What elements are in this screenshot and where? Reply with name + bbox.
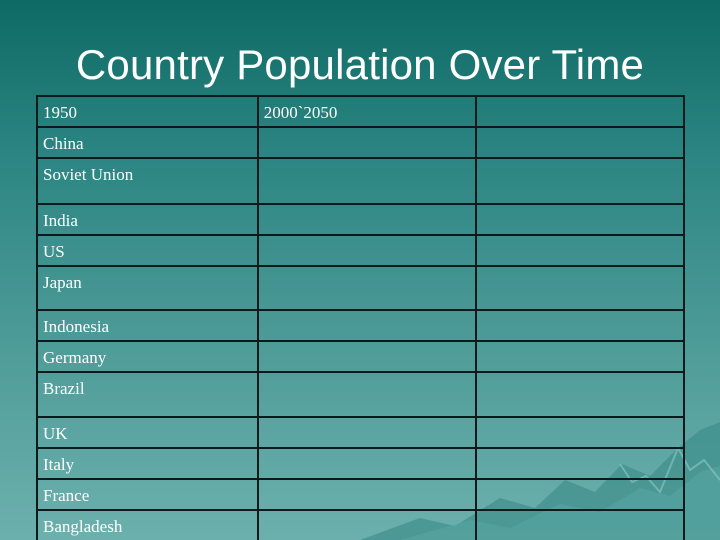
value-cell (256, 416, 478, 449)
table-row: Brazil (36, 371, 685, 418)
population-table: 1950 2000`2050 China Soviet Union India … (36, 95, 685, 540)
value-cell (256, 309, 478, 342)
value-cell (256, 126, 478, 159)
value-cell (256, 203, 478, 236)
value-cell (256, 447, 478, 480)
country-cell: Italy (36, 447, 259, 480)
table-row: China (36, 126, 685, 159)
table-row: UK (36, 416, 685, 449)
value-cell (475, 509, 685, 540)
value-cell (256, 157, 478, 205)
table-row: US (36, 234, 685, 267)
value-cell (256, 265, 478, 311)
slide-title: Country Population Over Time (75, 41, 645, 88)
country-cell: India (36, 203, 259, 236)
value-cell (475, 203, 685, 236)
value-cell (475, 126, 685, 159)
value-cell (256, 478, 478, 511)
table-row: Soviet Union (36, 157, 685, 205)
value-cell (475, 234, 685, 267)
value-cell (256, 340, 478, 373)
value-cell (475, 478, 685, 511)
table-row: India (36, 203, 685, 236)
value-cell (475, 309, 685, 342)
table-row: Germany (36, 340, 685, 373)
value-cell (475, 371, 685, 418)
value-cell (475, 340, 685, 373)
header-cell-2000-2050: 2000`2050 (256, 95, 478, 128)
country-cell: Germany (36, 340, 259, 373)
country-cell: US (36, 234, 259, 267)
table-row: Italy (36, 447, 685, 480)
country-cell: China (36, 126, 259, 159)
country-cell: Soviet Union (36, 157, 259, 205)
value-cell (475, 265, 685, 311)
country-cell: Japan (36, 265, 259, 311)
value-cell (475, 447, 685, 480)
country-cell: Indonesia (36, 309, 259, 342)
country-cell: Brazil (36, 371, 259, 418)
value-cell (256, 234, 478, 267)
country-cell: UK (36, 416, 259, 449)
table-header-row: 1950 2000`2050 (36, 95, 685, 128)
country-cell: Bangladesh (36, 509, 259, 540)
table-row: Japan (36, 265, 685, 311)
value-cell (256, 371, 478, 418)
value-cell (475, 416, 685, 449)
country-cell: France (36, 478, 259, 511)
table-row: Indonesia (36, 309, 685, 342)
header-cell-1950: 1950 (36, 95, 259, 128)
value-cell (256, 509, 478, 540)
table-row: Bangladesh (36, 509, 685, 540)
header-cell-empty (475, 95, 685, 128)
table-row: France (36, 478, 685, 511)
value-cell (475, 157, 685, 205)
